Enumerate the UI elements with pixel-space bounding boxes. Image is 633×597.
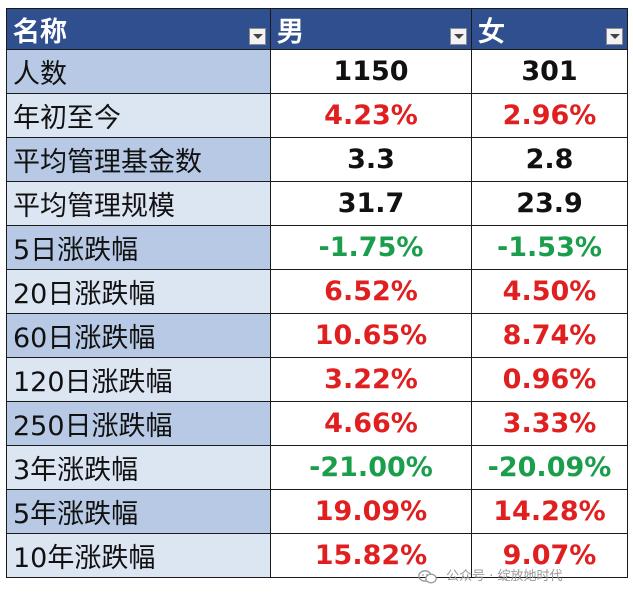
row-label-cell[interactable]: 3年涨跌幅 <box>6 445 271 490</box>
male-value-cell[interactable]: 31.7 <box>270 181 472 226</box>
row-label-cell[interactable]: 10年涨跌幅 <box>6 533 271 578</box>
table-row: 10年涨跌幅 15.82% 9.07% <box>6 533 628 578</box>
table-body: 人数 1150 301 年初至今 4.23% 2.96% 平均管理基金数 3.3 2.8 平均管理… <box>6 49 628 578</box>
watermark-text: 公众号 · 绽放她时代 <box>446 569 563 584</box>
male-value-cell[interactable]: -21.00% <box>270 445 472 490</box>
female-value-cell[interactable]: -1.53% <box>471 225 628 270</box>
header-male-cell[interactable]: 男 <box>270 8 472 50</box>
row-label-cell[interactable]: 平均管理基金数 <box>6 137 271 182</box>
header-name-cell[interactable]: 名称 <box>6 8 271 50</box>
male-value-cell[interactable]: 3.3 <box>270 137 472 182</box>
female-value-cell[interactable]: 3.33% <box>471 401 628 446</box>
filter-dropdown-icon[interactable] <box>606 28 623 45</box>
filter-dropdown-icon[interactable] <box>450 28 467 45</box>
table-row: 250日涨跌幅 4.66% 3.33% <box>6 401 628 446</box>
header-row: 名称 男 女 <box>6 8 628 50</box>
row-label-cell[interactable]: 120日涨跌幅 <box>6 357 271 402</box>
header-female-cell[interactable]: 女 <box>471 8 628 50</box>
row-label-cell[interactable]: 20日涨跌幅 <box>6 269 271 314</box>
female-value-cell[interactable]: 9.07% <box>471 533 628 578</box>
male-value-cell[interactable]: 10.65% <box>270 313 472 358</box>
row-label-cell[interactable]: 250日涨跌幅 <box>6 401 271 446</box>
row-label-cell[interactable]: 60日涨跌幅 <box>6 313 271 358</box>
data-table: 名称 男 女 人数 1150 301 年初至今 4.23% 2.96% 平均管理基金数 3.3… <box>6 8 628 578</box>
header-male-label: 男 <box>277 16 304 48</box>
male-value-cell[interactable]: -1.75% <box>270 225 472 270</box>
female-value-cell[interactable]: 2.96% <box>471 93 628 138</box>
row-label-cell[interactable]: 年初至今 <box>6 93 271 138</box>
male-value-cell[interactable]: 6.52% <box>270 269 472 314</box>
female-value-cell[interactable]: 2.8 <box>471 137 628 182</box>
male-value-cell[interactable]: 4.23% <box>270 93 472 138</box>
wechat-icon <box>418 569 437 583</box>
table-row: 120日涨跌幅 3.22% 0.96% <box>6 357 628 402</box>
female-value-cell[interactable]: 8.74% <box>471 313 628 358</box>
watermark: 公众号 · 绽放她时代 <box>418 565 563 584</box>
table-row: 平均管理基金数 3.3 2.8 <box>6 137 628 182</box>
table-row: 3年涨跌幅 -21.00% -20.09% <box>6 445 628 490</box>
table-row: 年初至今 4.23% 2.96% <box>6 93 628 138</box>
table-row: 人数 1150 301 <box>6 49 628 94</box>
table-row: 5日涨跌幅 -1.75% -1.53% <box>6 225 628 270</box>
row-label-cell[interactable]: 5日涨跌幅 <box>6 225 271 270</box>
spreadsheet: 名称 男 女 人数 1150 301 年初至今 4.23% 2.96% 平均管理基金数 3.3… <box>6 8 628 578</box>
filter-dropdown-icon[interactable] <box>249 28 266 45</box>
female-value-cell[interactable]: 4.50% <box>471 269 628 314</box>
table-row: 60日涨跌幅 10.65% 8.74% <box>6 313 628 358</box>
table-row: 5年涨跌幅 19.09% 14.28% <box>6 489 628 534</box>
row-label-cell[interactable]: 5年涨跌幅 <box>6 489 271 534</box>
row-label-cell[interactable]: 人数 <box>6 49 271 94</box>
header-name-label: 名称 <box>13 16 67 48</box>
male-value-cell[interactable]: 3.22% <box>270 357 472 402</box>
female-value-cell[interactable]: 23.9 <box>471 181 628 226</box>
header-female-label: 女 <box>478 16 505 48</box>
male-value-cell[interactable]: 19.09% <box>270 489 472 534</box>
table-row: 20日涨跌幅 6.52% 4.50% <box>6 269 628 314</box>
female-value-cell[interactable]: -20.09% <box>471 445 628 490</box>
male-value-cell[interactable]: 4.66% <box>270 401 472 446</box>
table-row: 平均管理规模 31.7 23.9 <box>6 181 628 226</box>
male-value-cell[interactable]: 1150 <box>270 49 472 94</box>
male-value-cell[interactable]: 15.82% <box>270 533 472 578</box>
female-value-cell[interactable]: 301 <box>471 49 628 94</box>
female-value-cell[interactable]: 0.96% <box>471 357 628 402</box>
female-value-cell[interactable]: 14.28% <box>471 489 628 534</box>
row-label-cell[interactable]: 平均管理规模 <box>6 181 271 226</box>
